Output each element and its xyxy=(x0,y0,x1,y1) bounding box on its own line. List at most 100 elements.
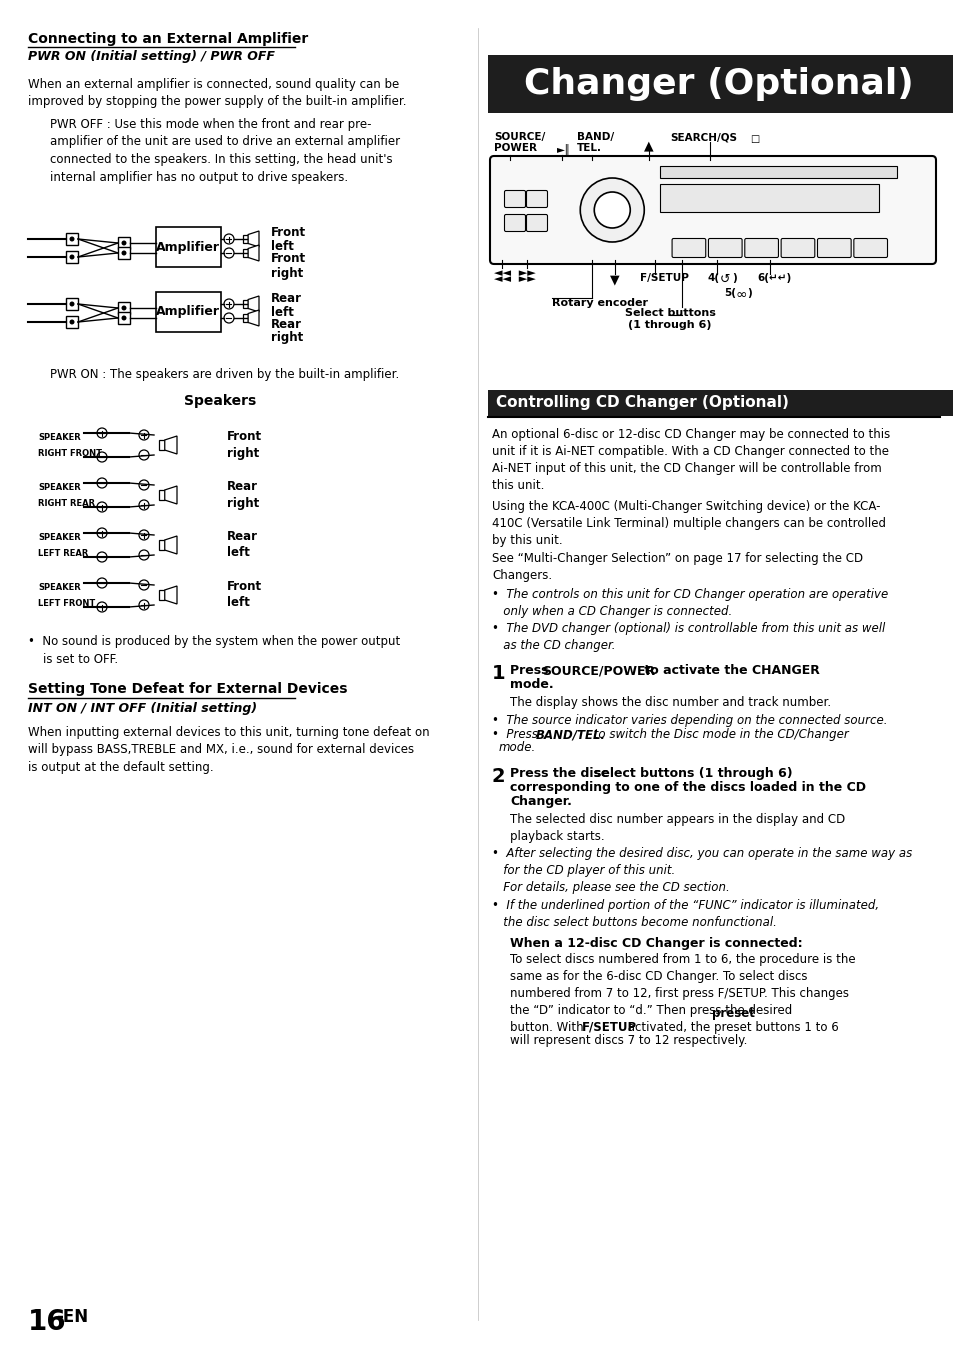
Bar xyxy=(488,55,953,113)
FancyBboxPatch shape xyxy=(526,191,547,207)
Text: ◄◄  ►►: ◄◄ ►► xyxy=(494,275,536,284)
Text: Rotary encoder: Rotary encoder xyxy=(552,297,647,308)
Text: to activate the CHANGER: to activate the CHANGER xyxy=(639,664,819,677)
Text: RIGHT FRONT: RIGHT FRONT xyxy=(38,448,102,458)
Text: 1: 1 xyxy=(492,664,505,682)
Bar xyxy=(156,292,221,332)
Text: INT ON / INT OFF (Initial setting): INT ON / INT OFF (Initial setting) xyxy=(28,703,257,715)
Bar xyxy=(488,390,953,416)
Text: ↺: ↺ xyxy=(720,273,730,285)
Text: LEFT REAR: LEFT REAR xyxy=(38,549,89,557)
Text: □: □ xyxy=(749,135,759,144)
Bar xyxy=(159,490,165,501)
Circle shape xyxy=(121,315,127,320)
Text: SEARCH/QS: SEARCH/QS xyxy=(669,132,737,141)
Bar xyxy=(243,249,248,257)
Bar xyxy=(659,184,879,213)
Circle shape xyxy=(121,306,127,311)
Text: -EN: -EN xyxy=(56,1308,88,1326)
Polygon shape xyxy=(165,586,177,604)
FancyBboxPatch shape xyxy=(504,214,525,232)
Text: Front: Front xyxy=(227,580,262,594)
Text: activated, the preset buttons 1 to 6: activated, the preset buttons 1 to 6 xyxy=(623,1022,838,1034)
Polygon shape xyxy=(248,232,258,248)
Bar xyxy=(66,297,78,310)
Text: Amplifier: Amplifier xyxy=(156,241,220,253)
Bar xyxy=(159,440,165,450)
Text: An optional 6-disc or 12-disc CD Changer may be connected to this
unit if it is : An optional 6-disc or 12-disc CD Changer… xyxy=(492,428,889,493)
Text: Front: Front xyxy=(227,431,262,443)
Bar xyxy=(243,300,248,308)
Text: left: left xyxy=(227,596,250,610)
Bar xyxy=(118,312,130,324)
Text: right: right xyxy=(271,331,303,345)
Text: will represent discs 7 to 12 respectively.: will represent discs 7 to 12 respectivel… xyxy=(510,1034,746,1047)
Text: •  ​The DVD changer (optional) is controllable from this unit as well
   as the : • ​The DVD changer (optional) is control… xyxy=(492,622,884,651)
Text: RIGHT REAR: RIGHT REAR xyxy=(38,498,95,507)
Polygon shape xyxy=(165,486,177,503)
Text: Rear: Rear xyxy=(227,481,257,494)
Text: Changer.: Changer. xyxy=(510,795,571,808)
FancyBboxPatch shape xyxy=(671,238,705,257)
Text: F/SETUP: F/SETUP xyxy=(581,1022,637,1034)
Text: SPEAKER: SPEAKER xyxy=(38,482,81,491)
FancyBboxPatch shape xyxy=(526,214,547,232)
Circle shape xyxy=(70,254,74,260)
Text: When inputting external devices to this unit, turning tone defeat on
will bypass: When inputting external devices to this … xyxy=(28,725,429,774)
Text: •  ​Press: • ​Press xyxy=(492,728,541,742)
Text: ): ) xyxy=(746,288,751,297)
Text: 2: 2 xyxy=(492,767,505,786)
Text: PWR ON : The speakers are driven by the built-in amplifier.: PWR ON : The speakers are driven by the … xyxy=(50,367,399,381)
Text: SPEAKER: SPEAKER xyxy=(38,583,81,591)
Bar xyxy=(243,234,248,244)
Text: 6(↵↵): 6(↵↵) xyxy=(757,273,790,283)
Text: Speakers: Speakers xyxy=(184,394,255,408)
Text: ): ) xyxy=(731,273,736,283)
Text: The selected disc number appears in the display and CD
playback starts.: The selected disc number appears in the … xyxy=(510,813,844,843)
Bar xyxy=(243,314,248,323)
Text: •  No sound is produced by the system when the power output
    is set to OFF.: • No sound is produced by the system whe… xyxy=(28,635,400,666)
Circle shape xyxy=(70,237,74,241)
Text: Front: Front xyxy=(271,253,306,265)
Text: Rear: Rear xyxy=(227,530,257,544)
Bar xyxy=(66,233,78,245)
Text: corresponding to one of the discs loaded in the CD: corresponding to one of the discs loaded… xyxy=(510,781,865,794)
Text: ▲: ▲ xyxy=(643,139,653,152)
FancyBboxPatch shape xyxy=(708,238,741,257)
Text: mode.: mode. xyxy=(510,678,553,690)
Polygon shape xyxy=(248,296,258,312)
Text: Front: Front xyxy=(271,226,306,240)
Text: BAND/TEL.: BAND/TEL. xyxy=(536,728,605,742)
Text: F/SETUP: F/SETUP xyxy=(639,273,688,283)
FancyBboxPatch shape xyxy=(504,191,525,207)
Text: BAND/: BAND/ xyxy=(577,132,614,141)
Text: •  ​The source indicator varies depending on the connected source.: • ​The source indicator varies depending… xyxy=(492,713,886,727)
Bar xyxy=(66,250,78,262)
Text: Rear: Rear xyxy=(271,318,302,331)
Text: right: right xyxy=(271,267,303,280)
Text: The display shows the disc number and track number.: The display shows the disc number and tr… xyxy=(510,696,830,709)
Text: Amplifier: Amplifier xyxy=(156,306,220,319)
Circle shape xyxy=(70,319,74,324)
Polygon shape xyxy=(248,310,258,326)
Text: LEFT FRONT: LEFT FRONT xyxy=(38,599,95,607)
Text: TEL.: TEL. xyxy=(577,143,601,153)
Polygon shape xyxy=(165,536,177,555)
Text: ◄◄  ►►: ◄◄ ►► xyxy=(494,268,536,279)
FancyBboxPatch shape xyxy=(490,156,935,264)
Bar xyxy=(118,248,130,258)
Text: button. With: button. With xyxy=(510,1022,587,1034)
Polygon shape xyxy=(248,245,258,261)
Text: right: right xyxy=(227,447,259,459)
Text: SPEAKER: SPEAKER xyxy=(38,432,81,441)
Text: 16: 16 xyxy=(28,1308,67,1337)
Text: left: left xyxy=(227,546,250,560)
Bar xyxy=(118,302,130,314)
Polygon shape xyxy=(165,436,177,454)
Circle shape xyxy=(70,302,74,307)
Text: ►║: ►║ xyxy=(557,143,571,155)
Text: 4(: 4( xyxy=(707,273,720,283)
Circle shape xyxy=(594,192,630,227)
Text: SOURCE/: SOURCE/ xyxy=(494,132,545,141)
Bar xyxy=(659,166,896,178)
